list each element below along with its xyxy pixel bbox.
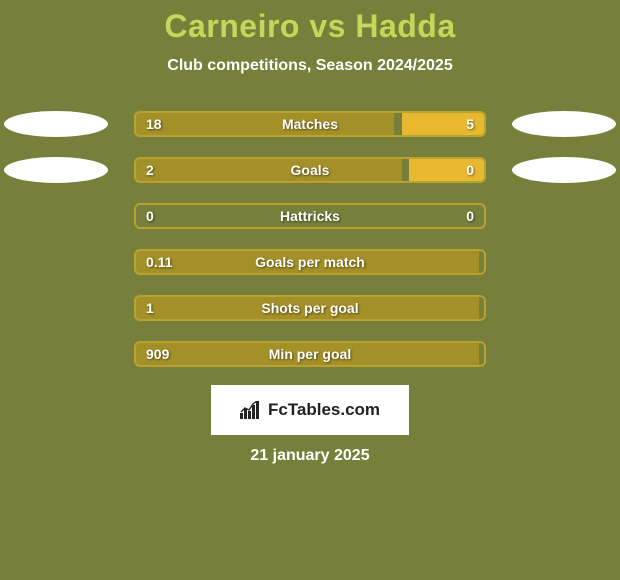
page-subtitle: Club competitions, Season 2024/2025 (167, 57, 452, 75)
stat-bar: 909Min per goal (134, 341, 486, 367)
oval-placeholder (512, 249, 616, 275)
value-right: 0 (466, 203, 474, 229)
page-title: Carneiro vs Hadda (164, 8, 455, 45)
stat-bar: 185Matches (134, 111, 486, 137)
stat-bar: 0.11Goals per match (134, 249, 486, 275)
value-right: 5 (466, 111, 474, 137)
value-left: 0 (146, 203, 154, 229)
bar-segment-left (134, 249, 479, 275)
oval-placeholder (4, 203, 108, 229)
oval-placeholder (512, 203, 616, 229)
bar-segment-left (134, 157, 402, 183)
oval-placeholder (4, 249, 108, 275)
value-left: 0.11 (146, 249, 172, 275)
value-left: 18 (146, 111, 162, 137)
metric-label: Hattricks (134, 203, 486, 229)
value-left: 909 (146, 341, 169, 367)
value-right: 0 (466, 157, 474, 183)
logo-text: FcTables.com (268, 400, 380, 420)
stat-row: 185Matches (0, 111, 620, 137)
stat-bar: 1Shots per goal (134, 295, 486, 321)
bar-border (134, 203, 486, 229)
bar-segment-left (134, 341, 479, 367)
oval-placeholder (512, 295, 616, 321)
oval-placeholder (512, 341, 616, 367)
player-right-oval (512, 157, 616, 183)
oval-placeholder (4, 295, 108, 321)
stat-bar: 0 0Hattricks (134, 203, 486, 229)
stat-row: 0.11Goals per match (0, 249, 620, 275)
value-left: 2 (146, 157, 154, 183)
comparison-card: Carneiro vs Hadda Club competitions, Sea… (0, 0, 620, 580)
bar-segment-left (134, 295, 479, 321)
bar-segment-left (134, 111, 394, 137)
date-text: 21 january 2025 (250, 447, 369, 465)
stat-row: 0 0Hattricks (0, 203, 620, 229)
stat-row: 20Goals (0, 157, 620, 183)
player-right-oval (512, 111, 616, 137)
stats-rows: 185Matches20Goals00Hattricks0.11Goals pe… (0, 111, 620, 367)
player-left-oval (4, 111, 108, 137)
oval-placeholder (4, 341, 108, 367)
chart-icon (240, 401, 262, 419)
bar-segment-right (409, 157, 486, 183)
value-left: 1 (146, 295, 154, 321)
player-left-oval (4, 157, 108, 183)
stat-bar: 20Goals (134, 157, 486, 183)
logo-box: FcTables.com (211, 385, 409, 435)
stat-row: 1Shots per goal (0, 295, 620, 321)
stat-row: 909Min per goal (0, 341, 620, 367)
